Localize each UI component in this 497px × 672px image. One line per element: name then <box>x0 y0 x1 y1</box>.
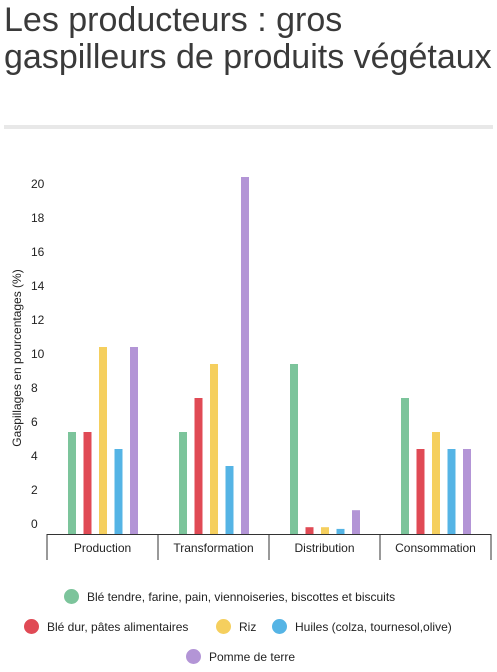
bar <box>194 398 203 534</box>
y-tick-label: 8 <box>31 381 38 395</box>
bar <box>321 527 329 534</box>
bar-chart: 0 2 4 6 8 10 12 14 16 18 20 Production Transformati… <box>10 177 492 560</box>
bar <box>68 432 76 534</box>
bar <box>432 432 440 534</box>
y-tick-label: 18 <box>31 211 45 225</box>
legend-swatch <box>64 589 79 604</box>
bar <box>241 177 249 534</box>
bar <box>447 449 456 534</box>
bar <box>352 510 360 534</box>
legend-swatch <box>272 619 287 634</box>
legend-item-huiles: Huiles (colza, tournesol,olive) <box>272 619 452 634</box>
x-category-label: Production <box>74 541 131 555</box>
y-axis-ticks: 0 2 4 6 8 10 12 14 16 18 20 <box>31 177 45 531</box>
y-tick-label: 14 <box>31 279 45 293</box>
x-category-label: Transformation <box>173 541 253 555</box>
y-tick-label: 12 <box>31 313 45 327</box>
bar <box>336 528 345 534</box>
bar <box>290 364 298 534</box>
bar <box>210 364 218 534</box>
legend: Blé tendre, farine, pain, viennoiseries,… <box>0 585 497 672</box>
x-category-label: Distribution <box>294 541 354 555</box>
legend-swatch <box>186 649 201 664</box>
x-category-label: Consommation <box>395 541 476 555</box>
y-tick-label: 0 <box>31 517 38 531</box>
bar <box>416 449 425 534</box>
bar <box>401 398 409 534</box>
bar <box>130 347 138 534</box>
legend-label: Huiles (colza, tournesol,olive) <box>295 619 452 634</box>
y-tick-label: 2 <box>31 483 38 497</box>
bar <box>179 432 187 534</box>
y-tick-label: 4 <box>31 449 38 463</box>
legend-item-pomme-de-terre: Pomme de terre <box>186 649 295 664</box>
y-tick-label: 10 <box>31 347 45 361</box>
bars <box>68 177 471 534</box>
legend-item-riz: Riz <box>216 619 256 634</box>
y-tick-label: 20 <box>31 177 45 191</box>
bar <box>99 347 107 534</box>
legend-item-ble-dur: Blé dur, pâtes alimentaires <box>24 619 188 634</box>
legend-swatch <box>216 619 231 634</box>
legend-label: Blé dur, pâtes alimentaires <box>47 619 189 634</box>
bar <box>305 527 314 534</box>
legend-label: Pomme de terre <box>209 649 296 664</box>
y-tick-label: 6 <box>31 415 38 429</box>
bar <box>83 432 92 534</box>
legend-item-ble-tendre: Blé tendre, farine, pain, viennoiseries,… <box>64 589 395 604</box>
x-axis: Production Transformation Distribution Cons… <box>46 534 492 560</box>
legend-label: Riz <box>239 619 257 634</box>
y-axis-title: Gaspillages en pourcentages (%) <box>10 269 24 446</box>
legend-label: Blé tendre, farine, pain, viennoiseries,… <box>87 589 396 604</box>
bar <box>225 466 234 534</box>
bar <box>463 449 471 534</box>
y-tick-label: 16 <box>31 245 45 259</box>
chart-title: Les producteurs : gros gaspilleurs de pr… <box>4 1 492 76</box>
title-divider <box>4 125 493 129</box>
legend-swatch <box>24 619 39 634</box>
bar <box>114 449 123 534</box>
